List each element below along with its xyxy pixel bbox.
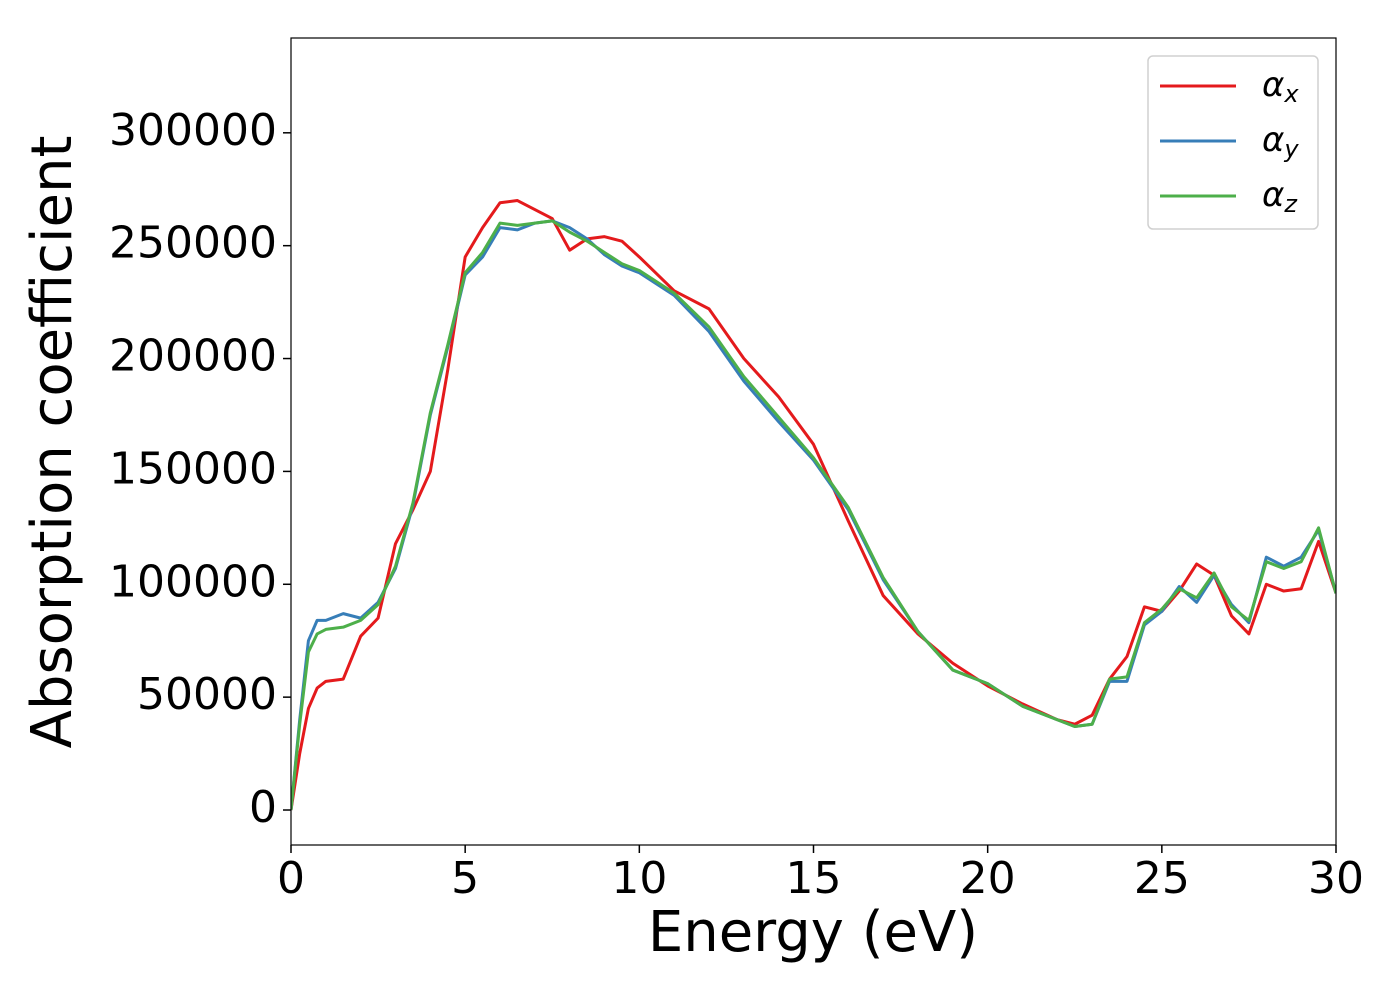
- legend-label: αy: [1262, 120, 1299, 164]
- y-tick-label: 150000: [109, 443, 277, 494]
- x-axis-label: Energy (eV): [648, 900, 978, 965]
- x-tick-label: 25: [1134, 853, 1190, 904]
- legend-label: αx: [1262, 65, 1299, 109]
- y-tick-label: 50000: [137, 669, 277, 720]
- series-line: [291, 219, 1336, 811]
- x-tick-label: 10: [611, 853, 667, 904]
- x-tick-label: 0: [277, 853, 305, 904]
- y-tick-label: 250000: [109, 218, 277, 269]
- y-tick-label: 100000: [109, 556, 277, 607]
- x-tick-label: 5: [451, 853, 479, 904]
- legend-label: αz: [1262, 175, 1298, 219]
- x-tick-label: 30: [1308, 853, 1364, 904]
- y-tick-label: 200000: [109, 331, 277, 382]
- x-tick-label: 20: [960, 853, 1016, 904]
- y-tick-label: 0: [249, 782, 277, 833]
- y-axis-label: Absorption coefficient: [20, 136, 85, 749]
- y-tick-label: 300000: [109, 105, 277, 156]
- x-tick-label: 15: [786, 853, 842, 904]
- plot-frame: [290, 37, 1337, 846]
- series-line: [291, 199, 1336, 811]
- series-line: [291, 219, 1336, 811]
